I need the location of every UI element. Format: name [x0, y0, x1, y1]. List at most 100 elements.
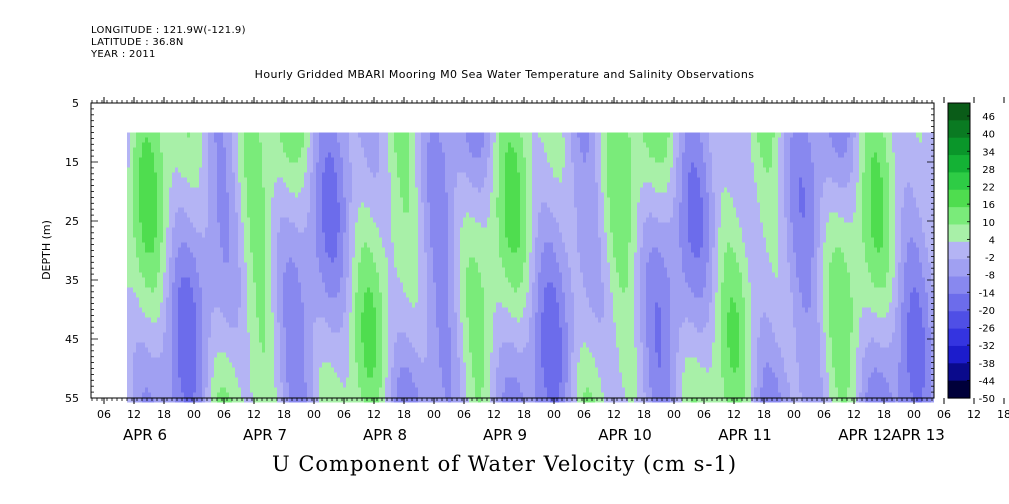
heatmap-cell: [379, 267, 382, 273]
heatmap-cell: [361, 277, 364, 283]
heatmap-cell: [382, 132, 385, 138]
heatmap-cell: [307, 222, 310, 228]
heatmap-cell: [280, 302, 283, 308]
heatmap-cell: [325, 217, 328, 223]
heatmap-cell: [361, 302, 364, 308]
heatmap-cell: [379, 197, 382, 203]
heatmap-cell: [352, 132, 355, 138]
heatmap-cell: [202, 272, 205, 278]
heatmap-cell: [286, 392, 289, 398]
heatmap-cell: [376, 362, 379, 368]
heatmap-cell: [391, 292, 394, 298]
heatmap-cell: [286, 222, 289, 228]
heatmap-cell: [250, 192, 253, 198]
heatmap-cell: [163, 327, 166, 333]
heatmap-cell: [286, 317, 289, 323]
heatmap-cell: [196, 227, 199, 233]
heatmap-cell: [250, 147, 253, 153]
heatmap-cell: [340, 262, 343, 268]
heatmap-cell: [271, 377, 274, 383]
heatmap-cell: [163, 197, 166, 203]
heatmap-cell: [370, 352, 373, 358]
heatmap-cell: [160, 312, 163, 318]
heatmap-cell: [202, 327, 205, 333]
heatmap-cell: [397, 257, 400, 263]
heatmap-cell: [133, 137, 136, 143]
heatmap-cell: [178, 317, 181, 323]
heatmap-cell: [358, 387, 361, 393]
heatmap-cell: [187, 252, 190, 258]
heatmap-cell: [145, 217, 148, 223]
heatmap-cell: [229, 332, 232, 338]
heatmap-cell: [238, 212, 241, 218]
heatmap-cell: [268, 147, 271, 153]
heatmap-cell: [151, 257, 154, 263]
heatmap-cell: [208, 272, 211, 278]
heatmap-cell: [388, 352, 391, 358]
heatmap-cell: [322, 377, 325, 383]
heatmap-cell: [385, 217, 388, 223]
heatmap-cell: [322, 192, 325, 198]
heatmap-cell: [343, 137, 346, 143]
heatmap-cell: [292, 192, 295, 198]
heatmap-cell: [283, 132, 286, 138]
heatmap-cell: [238, 232, 241, 238]
heatmap-cell: [259, 132, 262, 138]
heatmap-cell: [385, 377, 388, 383]
heatmap-cell: [196, 217, 199, 223]
heatmap-cell: [226, 197, 229, 203]
heatmap-cell: [325, 287, 328, 293]
heatmap-cell: [385, 232, 388, 238]
heatmap-cell: [385, 242, 388, 248]
heatmap-cell: [253, 352, 256, 358]
heatmap-cell: [379, 312, 382, 318]
heatmap-cell: [181, 147, 184, 153]
heatmap-cell: [358, 347, 361, 353]
heatmap-cell: [187, 367, 190, 373]
heatmap-cell: [370, 222, 373, 228]
heatmap-cell: [175, 137, 178, 143]
heatmap-cell: [205, 307, 208, 313]
heatmap-cell: [250, 247, 253, 253]
heatmap-cell: [211, 362, 214, 368]
heatmap-cell: [331, 287, 334, 293]
heatmap-cell: [385, 152, 388, 158]
heatmap-cell: [256, 262, 259, 268]
heatmap-cell: [160, 392, 163, 398]
heatmap-cell: [127, 192, 130, 198]
heatmap-cell: [331, 342, 334, 348]
heatmap-cell: [400, 347, 403, 353]
heatmap-cell: [343, 317, 346, 323]
heatmap-cell: [331, 192, 334, 198]
heatmap-cell: [298, 252, 301, 258]
heatmap-cell: [250, 287, 253, 293]
heatmap-cell: [382, 202, 385, 208]
heatmap-cell: [292, 267, 295, 273]
heatmap-cell: [325, 197, 328, 203]
heatmap-cell: [298, 387, 301, 393]
heatmap-cell: [160, 212, 163, 218]
heatmap-cell: [340, 317, 343, 323]
heatmap-cell: [220, 372, 223, 378]
heatmap-cell: [367, 197, 370, 203]
heatmap-cell: [400, 387, 403, 393]
heatmap-cell: [301, 197, 304, 203]
heatmap-cell: [184, 327, 187, 333]
heatmap-cell: [169, 277, 172, 283]
heatmap-cell: [238, 217, 241, 223]
heatmap-cell: [340, 382, 343, 388]
heatmap-cell: [190, 397, 193, 403]
heatmap-cell: [400, 177, 403, 183]
heatmap-cell: [169, 292, 172, 298]
heatmap-cell: [238, 162, 241, 168]
heatmap-cell: [241, 197, 244, 203]
heatmap-cell: [391, 272, 394, 278]
heatmap-cell: [190, 132, 193, 138]
heatmap-cell: [283, 352, 286, 358]
heatmap-cell: [169, 202, 172, 208]
heatmap-cell: [145, 197, 148, 203]
heatmap-cell: [355, 397, 358, 403]
heatmap-cell: [181, 387, 184, 393]
heatmap-cell: [337, 387, 340, 393]
heatmap-cell: [367, 237, 370, 243]
